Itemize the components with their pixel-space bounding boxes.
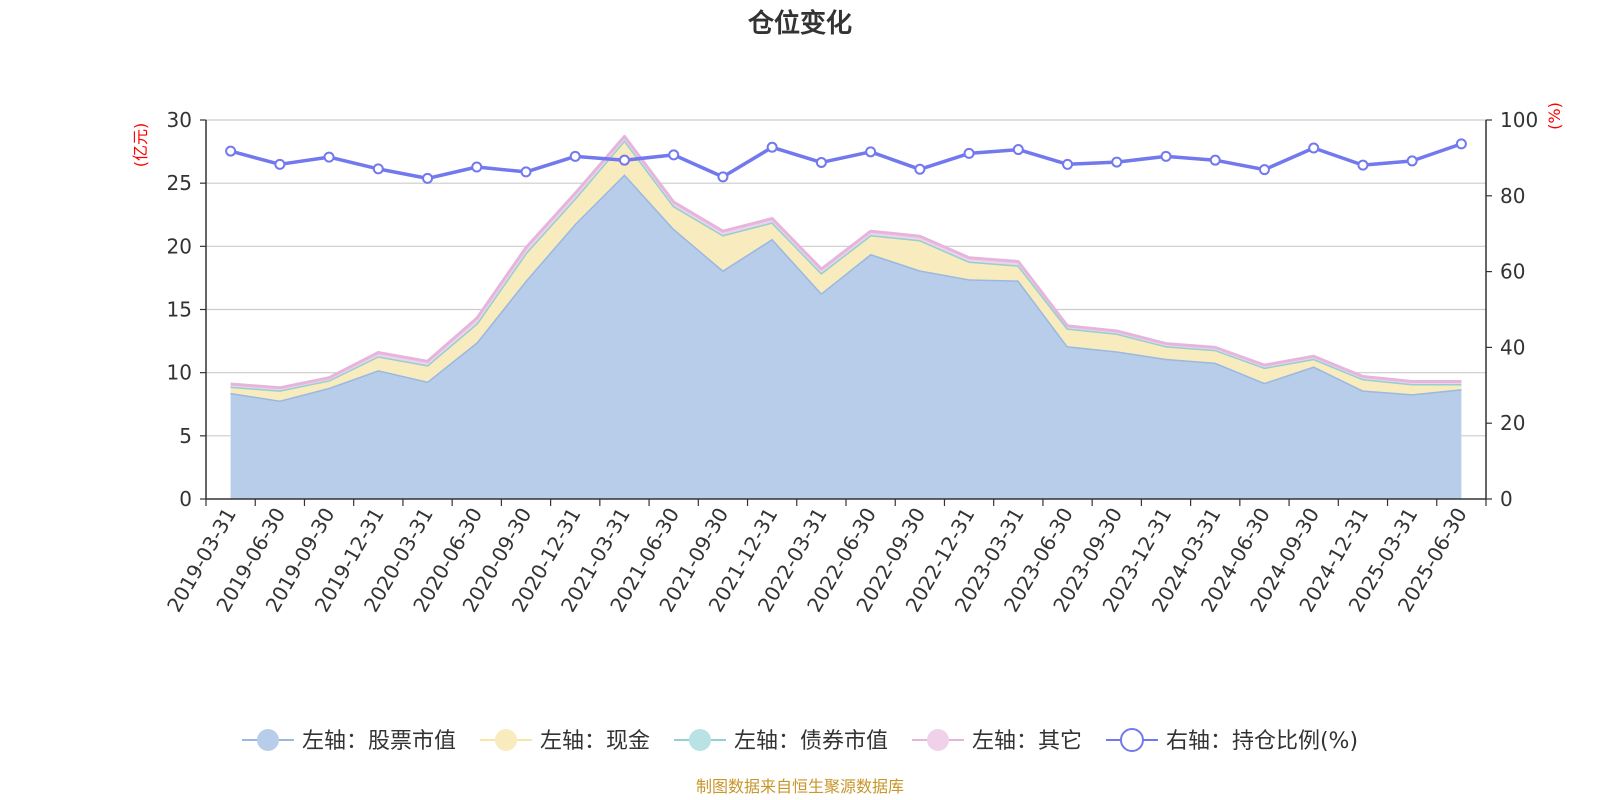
ratio-point [1209, 154, 1221, 166]
ratio-point [1406, 155, 1418, 167]
ratio-point [717, 171, 729, 183]
ratio-point [618, 154, 630, 166]
right-axis-tick-label: 60 [1500, 260, 1525, 284]
area-series-layer [230, 134, 1462, 500]
ratio-point [1111, 156, 1123, 168]
ratio-point [225, 145, 237, 157]
legend-circle-icon [494, 729, 517, 751]
legend: 左轴：股票市值 左轴：现金 左轴：债券市值 左轴：其它 右轴：持仓比例(%) [241, 728, 1358, 754]
legend-item-0: 左轴：股票市值 [241, 729, 456, 754]
legend-item-2: 左轴：债券市值 [673, 729, 888, 754]
ratio-point [766, 141, 778, 153]
ratio-point [963, 147, 975, 159]
right-axis-tick-label: 0 [1500, 487, 1513, 511]
area-fill-0 [230, 174, 1462, 500]
legend-item-1: 左轴：现金 [479, 729, 650, 754]
left-axis-tick-label: 30 [167, 108, 192, 132]
ratio-point [1357, 159, 1369, 171]
left-axis-unit: (亿元) [131, 123, 150, 168]
legend-label: 左轴：其它 [972, 729, 1082, 754]
legend-label: 左轴：债券市值 [734, 729, 888, 754]
legend-label: 左轴：现金 [540, 729, 650, 754]
legend-item-4: 右轴：持仓比例(%) [1105, 728, 1358, 754]
legend-label: 右轴：持仓比例(%) [1166, 729, 1358, 754]
right-axis-tick-label: 20 [1500, 411, 1525, 435]
chart-title: 仓位变化 [747, 8, 852, 39]
right-axis-tick-label: 80 [1500, 184, 1525, 208]
left-axis-tick-label: 20 [167, 234, 192, 258]
ratio-line-layer [225, 138, 1467, 184]
right-axis-tick-label: 100 [1500, 108, 1538, 132]
ratio-point [1062, 158, 1074, 170]
ratio-point [1012, 144, 1024, 156]
ratio-point [274, 158, 286, 170]
ratio-point [668, 149, 680, 161]
ratio-point [471, 161, 483, 173]
ratio-point [1455, 138, 1467, 150]
area-edge-3 [230, 134, 1462, 390]
left-axis-tick-label: 25 [167, 171, 192, 195]
left-axis-tick-label: 15 [167, 298, 192, 322]
ratio-point [1258, 164, 1270, 176]
ratio-point [1308, 142, 1320, 154]
legend-circle-icon [256, 729, 279, 751]
ratio-point [323, 151, 335, 163]
left-axis-tick-label: 10 [167, 361, 192, 385]
area-fill-1 [230, 140, 1462, 401]
ratio-point [422, 172, 434, 184]
ratio-point [1160, 150, 1172, 162]
legend-circle-icon [688, 729, 711, 751]
left-axis-tick-label: 0 [179, 487, 192, 511]
left-axis-tick-label: 5 [179, 424, 192, 448]
right-axis-tick-label: 40 [1500, 335, 1525, 359]
right-axis-unit: (%) [1545, 102, 1564, 130]
legend-item-3: 左轴：其它 [911, 729, 1082, 754]
legend-circle-icon [1119, 728, 1144, 752]
ratio-line [230, 142, 1462, 181]
area-series-0 [230, 172, 1462, 500]
ratio-point [914, 163, 926, 175]
ratio-point [815, 156, 827, 168]
ratio-point [372, 163, 384, 175]
area-series-3 [230, 134, 1462, 391]
legend-circle-icon [926, 729, 949, 751]
ratio-point [865, 146, 877, 158]
legend-label: 左轴：股票市值 [302, 729, 456, 754]
ratio-point [569, 150, 581, 162]
data-source-footer: 制图数据来自恒生聚源数据库 [696, 777, 904, 796]
ratio-point [520, 166, 532, 178]
